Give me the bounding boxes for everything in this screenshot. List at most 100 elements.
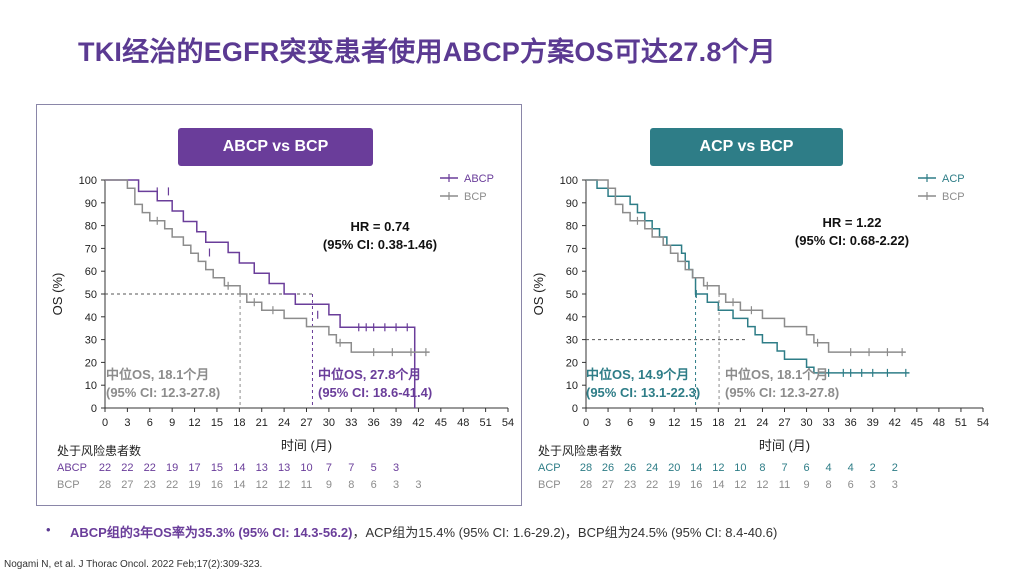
right-risk-value-acp: 8 [759,462,765,474]
left-median-label-bcp: 中位OS, 18.1个月 [106,367,209,382]
left-risk-value-abcp: 19 [166,462,178,474]
left-risk-value-abcp: 14 [233,462,245,474]
left-y-tick-label: 60 [85,266,97,278]
right-y-axis-label: OS (%) [531,273,546,316]
left-x-tick-label: 12 [188,417,200,429]
right-km-curve-bcp [586,179,906,353]
left-risk-value-abcp: 7 [348,462,354,474]
right-y-tick-label: 90 [566,198,578,210]
right-median-label-acp: 中位OS, 14.9个月 [586,367,689,382]
right-legend-label-acp: ACP [942,173,965,185]
right-risk-value-bcp: 19 [668,479,680,491]
right-y-tick-label: 10 [566,380,578,392]
left-risk-value-abcp: 22 [144,462,156,474]
left-risk-value-bcp: 28 [99,479,111,491]
right-risk-value-bcp: 16 [690,479,702,491]
right-risk-value-bcp: 22 [646,479,658,491]
right-risk-value-acp: 28 [580,462,592,474]
left-km-curve-bcp [105,179,430,353]
right-y-tick-label: 60 [566,266,578,278]
left-risk-table-header: 处于风险患者数 [57,443,141,458]
right-x-tick-label: 45 [911,417,923,429]
left-median-ci-abcp: (95% CI: 18.6-41.4) [318,385,432,400]
left-risk-value-bcp: 16 [211,479,223,491]
left-panel-frame [36,104,522,506]
left-risk-value-abcp: 10 [300,462,312,474]
footnote-highlight: ABCP组的3年OS率为35.3% (95% CI: 14.3-56.2) [70,525,353,540]
right-risk-value-bcp: 28 [580,479,592,491]
right-risk-value-bcp: 8 [826,479,832,491]
right-x-tick-label: 18 [712,417,724,429]
left-x-tick-label: 24 [278,417,290,429]
right-y-tick-label: 50 [566,289,578,301]
right-risk-value-bcp: 11 [779,479,790,491]
right-risk-value-acp: 12 [712,462,724,474]
right-risk-row-label-bcp: BCP [538,479,561,491]
left-risk-value-abcp: 7 [326,462,332,474]
abcp-vs-bcp-badge: ABCP vs BCP [178,128,373,166]
right-risk-value-bcp: 14 [712,479,724,491]
right-y-tick-label: 40 [566,312,578,324]
left-hr-ci: (95% CI: 0.38-1.46) [323,237,437,252]
left-risk-value-bcp: 14 [233,479,245,491]
left-km-curve-abcp [105,179,416,408]
left-risk-value-bcp: 11 [301,479,312,491]
right-risk-value-bcp: 3 [892,479,898,491]
right-risk-value-acp: 26 [602,462,614,474]
left-risk-value-bcp: 8 [348,479,354,491]
left-legend-label-abcp: ABCP [464,173,494,185]
right-x-tick-label: 30 [800,417,812,429]
right-y-tick-label: 0 [572,403,578,415]
left-risk-value-bcp: 27 [121,479,133,491]
footnote-rest: ，ACP组为15.4% (95% CI: 1.6-29.2)，BCP组为24.5… [352,525,778,540]
right-x-tick-label: 42 [889,417,901,429]
right-risk-value-bcp: 9 [803,479,809,491]
right-x-tick-label: 3 [605,417,611,429]
right-risk-table-header: 处于风险患者数 [538,443,622,458]
right-x-tick-label: 27 [778,417,790,429]
right-risk-value-acp: 2 [870,462,876,474]
right-x-tick-label: 39 [867,417,879,429]
right-x-tick-label: 54 [977,417,989,429]
left-y-tick-label: 90 [85,198,97,210]
left-x-tick-label: 42 [412,417,424,429]
left-y-tick-label: 70 [85,243,97,255]
left-y-tick-label: 0 [91,403,97,415]
left-y-tick-label: 20 [85,357,97,369]
right-risk-value-bcp: 12 [734,479,746,491]
right-risk-value-acp: 10 [734,462,746,474]
right-risk-value-bcp: 3 [870,479,876,491]
right-y-tick-label: 100 [560,175,578,187]
right-risk-value-acp: 2 [892,462,898,474]
right-y-tick-label: 30 [566,335,578,347]
left-risk-value-bcp: 6 [371,479,377,491]
right-x-tick-label: 9 [649,417,655,429]
left-risk-value-bcp: 3 [415,479,421,491]
left-risk-value-abcp: 13 [256,462,268,474]
right-risk-value-acp: 24 [646,462,658,474]
right-hr-value: HR = 1.22 [823,215,882,230]
right-legend-label-bcp: BCP [942,191,965,203]
left-x-tick-label: 3 [124,417,130,429]
left-risk-value-bcp: 9 [326,479,332,491]
left-risk-value-bcp: 19 [188,479,200,491]
left-y-tick-label: 40 [85,312,97,324]
left-y-tick-label: 10 [85,380,97,392]
footnote-bullet: • [46,522,51,537]
left-risk-value-abcp: 13 [278,462,290,474]
left-x-tick-label: 27 [300,417,312,429]
left-x-tick-label: 15 [211,417,223,429]
right-risk-value-acp: 26 [624,462,636,474]
right-x-axis-label: 时间 (月) [759,438,810,453]
left-y-tick-label: 50 [85,289,97,301]
left-x-tick-label: 54 [502,417,514,429]
left-risk-row-label-abcp: ABCP [57,462,87,474]
right-x-tick-label: 6 [627,417,633,429]
right-risk-value-bcp: 12 [756,479,768,491]
left-risk-row-label-bcp: BCP [57,479,80,491]
right-x-tick-label: 15 [690,417,702,429]
right-x-tick-label: 21 [734,417,746,429]
right-y-tick-label: 80 [566,221,578,233]
right-y-tick-label: 70 [566,243,578,255]
